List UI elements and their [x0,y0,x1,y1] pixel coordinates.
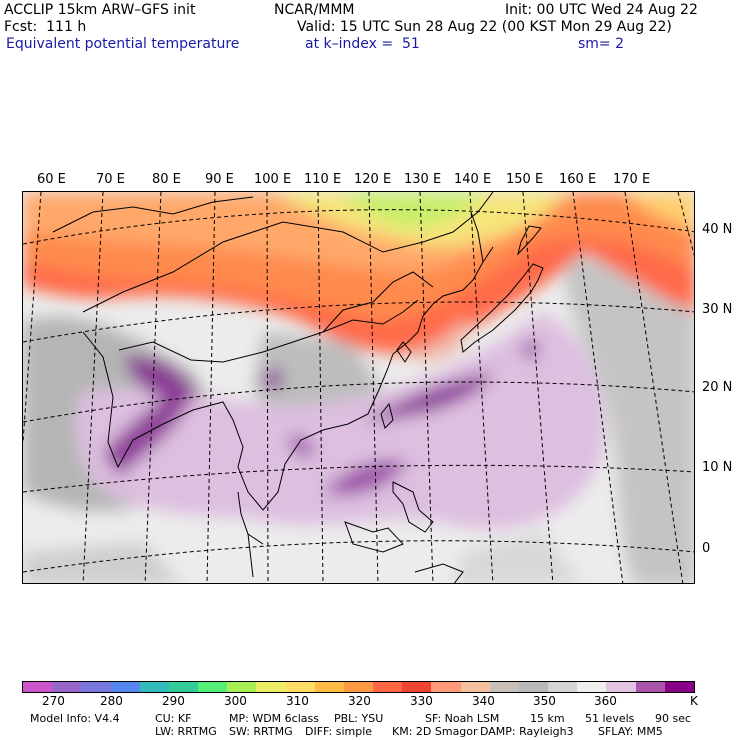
colorbar-segment [518,682,549,692]
colorbar-segment [577,682,607,692]
field-name: Equivalent potential temperature [6,36,240,52]
colorbar-segment [489,682,519,692]
colorbar-tick: 360 [594,694,617,708]
colorbar-tick: 350 [533,694,556,708]
lat-label: 0 [702,541,711,556]
colorbar-tick: 330 [410,694,433,708]
smoothing-value: sm= 2 [578,36,625,52]
colorbar-tick: 310 [286,694,309,708]
theta-e-map [22,191,695,584]
lat-label: 10 N [702,460,733,475]
colorbar-tick: 320 [348,694,371,708]
colorbar-segment [23,682,53,692]
vertical-levels: 51 levels [585,712,635,725]
lon-label: 120 E [354,172,392,187]
lon-label: 60 E [37,172,66,187]
colorbar-segment [227,682,257,692]
lon-label: 140 E [454,172,492,187]
colorbar-tick: 340 [472,694,495,708]
coastlines [52,192,544,583]
colorbar-segment [548,682,578,692]
colorbar-segment [139,682,169,692]
colorbar-tick: 270 [42,694,65,708]
model-level: at k–index = 51 [305,36,420,52]
time-step: 90 sec [655,712,692,725]
colorbar-segment [460,682,490,692]
pbl-scheme: PBL: YSU [334,712,384,725]
colorbar-segment [81,682,111,692]
lon-label: 170 E [613,172,651,187]
colorbar-segment [256,682,286,692]
lon-label: 150 E [506,172,544,187]
graticule [23,192,694,583]
lon-label: 160 E [559,172,597,187]
surface-scheme: SF: Noah LSM [425,712,500,725]
shortwave-scheme: SW: RRTMG [229,725,293,738]
colorbar-segment [402,682,432,692]
lon-label: 80 E [152,172,181,187]
lon-label: 90 E [205,172,234,187]
damping-option: DAMP: Rayleigh3 [480,725,574,738]
lon-label: 70 E [96,172,125,187]
colorbar-segment [314,682,344,692]
lat-label: 20 N [702,380,733,395]
colorbar-units: K [690,694,698,708]
colorbar-tick: 290 [162,694,185,708]
diffusion-scheme: DIFF: simple [305,725,373,738]
colorbar-segment [285,682,315,692]
colorbar-segment [635,682,665,692]
valid-time: Valid: 15 UTC Sun 28 Aug 22 (00 KST Mon … [297,19,672,35]
longwave-scheme: LW: RRTMG [155,725,217,738]
colorbar-segment [343,682,374,692]
colorbar-segment [110,682,140,692]
lon-label: 110 E [304,172,342,187]
organization-label: NCAR/MMM [274,2,355,18]
lon-label: 100 E [254,172,292,187]
model-info-version: Model Info: V4.4 [30,712,120,725]
surface-layer-scheme: SFLAY: MM5 [598,725,663,738]
grid-spacing: 15 km [530,712,565,725]
lat-label: 30 N [702,302,733,317]
microphysics-scheme: MP: WDM 6class [229,712,319,725]
colorbar-tick: 280 [100,694,123,708]
colorbar-segment [52,682,82,692]
init-time: Init: 00 UTC Wed 24 Aug 22 [505,2,698,18]
lat-label: 40 N [702,222,733,237]
colorbar-segment [431,682,461,692]
colorbar-tick: 300 [224,694,247,708]
colorbar-segment [373,682,403,692]
model-title: ACCLIP 15km ARW–GFS init [4,2,196,18]
lon-label: 130 E [404,172,442,187]
colorbar-segment [198,682,228,692]
colorbar-segment [168,682,199,692]
colorbar-segment [606,682,636,692]
cumulus-scheme: CU: KF [155,712,192,725]
colorbar-segment [664,682,694,692]
km-option: KM: 2D Smagor [392,725,478,738]
colorbar [22,681,695,693]
forecast-hour: Fcst: 111 h [4,19,87,35]
